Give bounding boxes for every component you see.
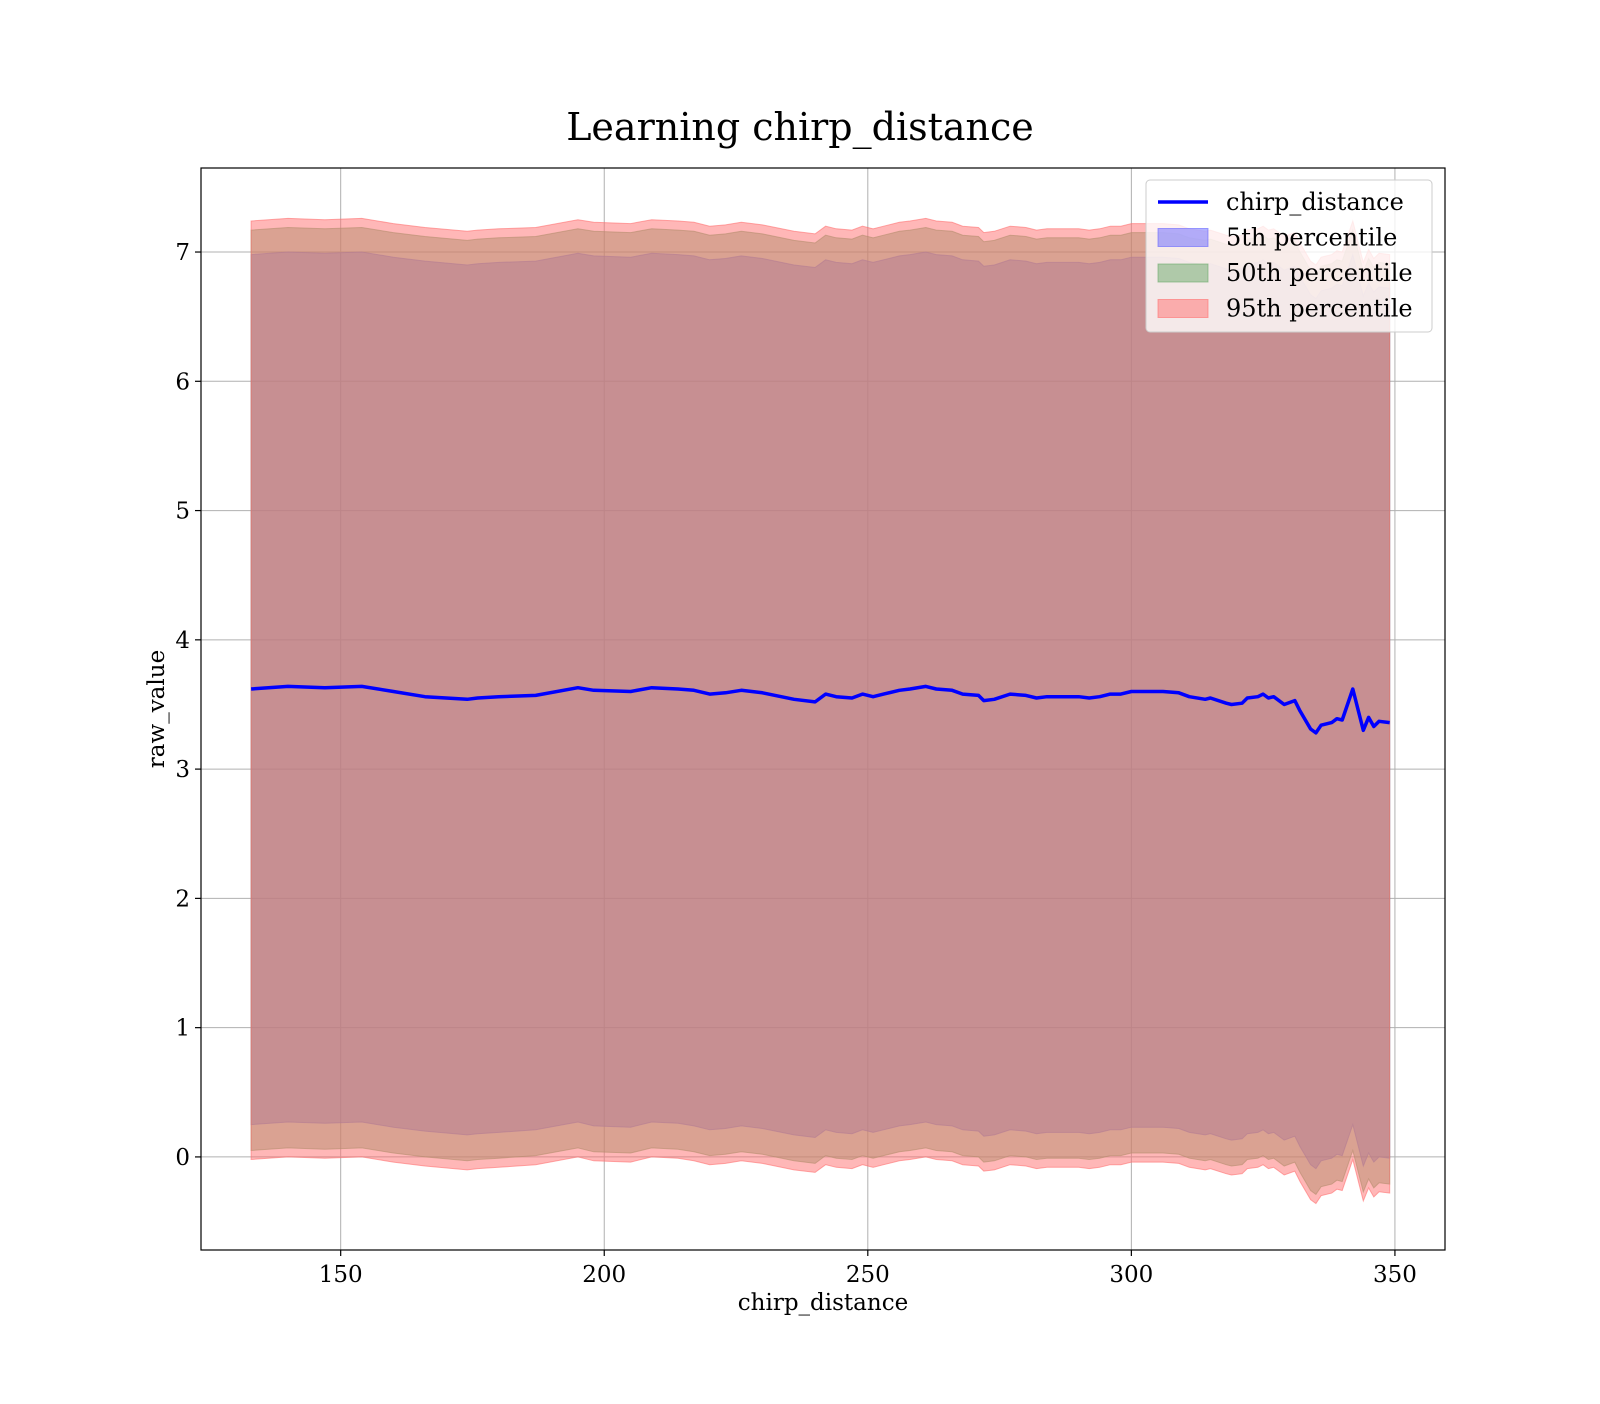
- y-tick-label: 1: [175, 1016, 190, 1042]
- legend-label-95th-percentile: 95th percentile: [1226, 295, 1413, 323]
- legend-swatch-50th-percentile: [1157, 263, 1209, 283]
- legend: chirp_distance 5th percentile 50th percent…: [1145, 179, 1433, 333]
- x-tick-label: 250: [846, 1262, 890, 1288]
- legend-label-50th-percentile: 50th percentile: [1226, 259, 1413, 287]
- percentile-bands: [250, 217, 1391, 1205]
- plot-frame: [200, 167, 1446, 1251]
- y-tick-label: 7: [175, 240, 190, 266]
- y-axis-ticks: 0 1 2 3 4 5 6 7: [175, 240, 201, 1171]
- legend-box: [1145, 179, 1433, 333]
- legend-label-chirp_distance: chirp_distance: [1226, 188, 1404, 216]
- x-tick-label: 300: [1109, 1262, 1153, 1288]
- y-tick-label: 4: [175, 628, 190, 654]
- band-95th-percentile: [250, 217, 1391, 1205]
- y-tick-label: 6: [175, 369, 190, 395]
- series-line-chirp_distance: [250, 684, 1390, 735]
- y-tick-label: 5: [175, 499, 190, 525]
- chart-title: Learning chirp_distance: [566, 105, 1034, 150]
- y-axis-label: raw_value: [144, 650, 170, 768]
- y-tick-label: 0: [175, 1145, 190, 1171]
- legend-swatch-95th-percentile: [1157, 299, 1209, 318]
- x-tick-label: 150: [319, 1262, 363, 1288]
- x-axis-ticks: 150 200 250 300 350: [319, 1250, 1417, 1288]
- x-tick-label: 350: [1373, 1262, 1417, 1288]
- x-tick-label: 200: [582, 1262, 626, 1288]
- series-lines: [250, 684, 1390, 735]
- legend-label-5th-percentile: 5th percentile: [1226, 224, 1397, 252]
- y-tick-label: 2: [175, 886, 190, 912]
- legend-swatch-5th-percentile: [1157, 228, 1209, 247]
- y-tick-label: 3: [175, 757, 190, 783]
- x-axis-label: chirp_distance: [738, 1290, 908, 1316]
